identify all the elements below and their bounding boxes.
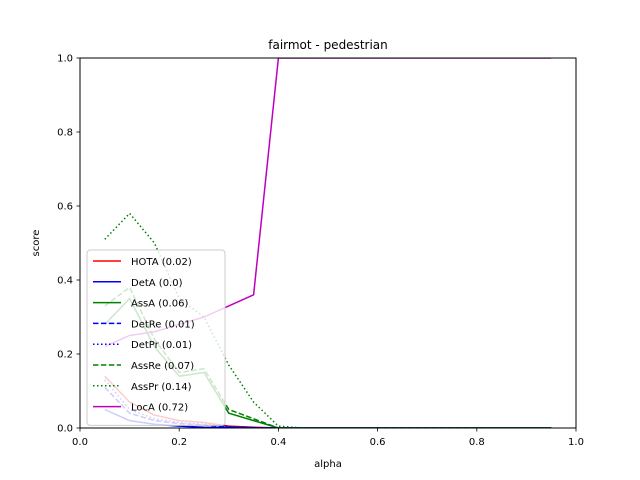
y-tick-label: 0.0 [57,424,73,435]
legend-label: AssA (0.06) [131,299,188,310]
axis-ticks: 0.0 0.2 0.4 0.6 0.8 1.0 0.0 0.2 0.4 0.6 0.8 1.0 [57,54,584,449]
legend-label: LocA (0.72) [131,403,188,414]
x-tick-label: 0.0 [72,437,88,448]
y-tick-label: 0.6 [57,202,73,213]
x-tick-label: 0.8 [469,437,485,448]
legend-label: DetPr (0.01) [131,340,192,351]
legend-label: DetA (0.0) [131,278,183,289]
x-axis-label: alpha [314,459,342,470]
legend-label: AssPr (0.14) [131,382,192,393]
x-tick-label: 0.6 [370,437,386,448]
legend-label: DetRe (0.01) [131,319,195,330]
x-tick-label: 0.2 [171,437,187,448]
y-tick-label: 0.2 [57,350,73,361]
y-tick-label: 1.0 [57,54,73,65]
y-tick-label: 0.4 [57,276,73,287]
legend-label: HOTA (0.02) [131,257,192,268]
x-tick-label: 1.0 [568,437,584,448]
chart-title: fairmot - pedestrian [268,38,388,52]
series-line-2 [104,408,552,428]
legend-label: AssRe (0.07) [131,361,194,372]
y-axis-label: score [31,230,42,257]
y-tick-label: 0.8 [57,128,73,139]
legend-box [86,249,226,426]
plot-frame [79,57,577,429]
x-tick-label: 0.4 [270,437,286,448]
legend: HOTA (0.02) DetA (0.0) AssA (0.06) DetRe (0… [86,249,226,426]
